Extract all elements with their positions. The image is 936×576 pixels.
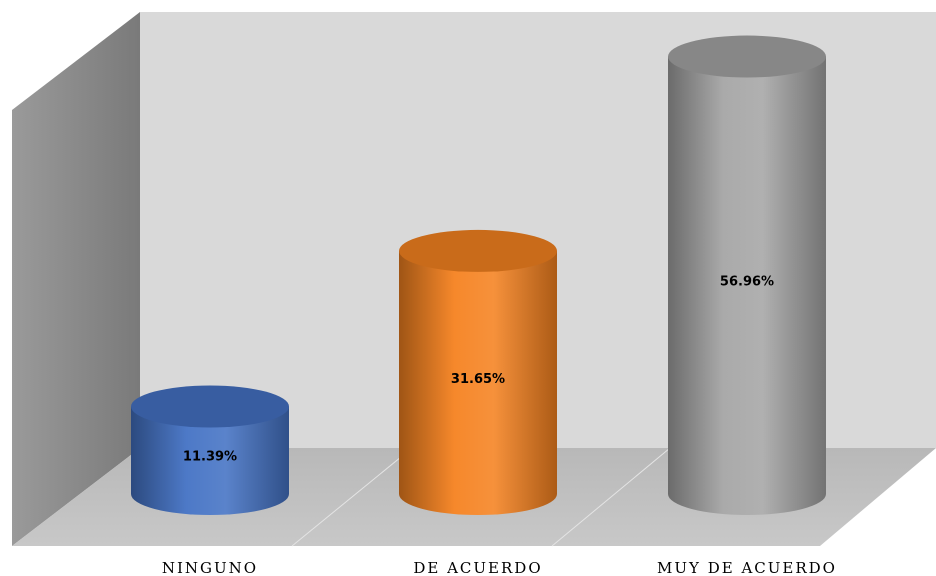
bar-top-ninguno [131, 385, 289, 428]
bar-ninguno [131, 406, 289, 515]
category-label: NINGUNO [162, 559, 258, 576]
category-label: MUY DE ACUERDO [657, 559, 837, 576]
bars-group [131, 35, 826, 516]
data-label: 56.96% [720, 275, 774, 290]
floor-divider [551, 447, 671, 547]
data-label: 11.39% [183, 450, 237, 465]
side-wall [12, 12, 140, 546]
floor-divider [291, 447, 413, 547]
bar-de-acuerdo [399, 250, 557, 516]
labels-group: 11.39% NINGUNO 31.65% DE ACUERDO 56.96% MUY D… [162, 275, 837, 576]
category-label: DE ACUERDO [413, 559, 542, 576]
data-label: 31.65% [451, 372, 505, 387]
bar-muy-de-acuerdo [668, 56, 826, 515]
bar-top-de-acuerdo [399, 229, 557, 272]
bar-top-muy-de-acuerdo [668, 35, 826, 78]
